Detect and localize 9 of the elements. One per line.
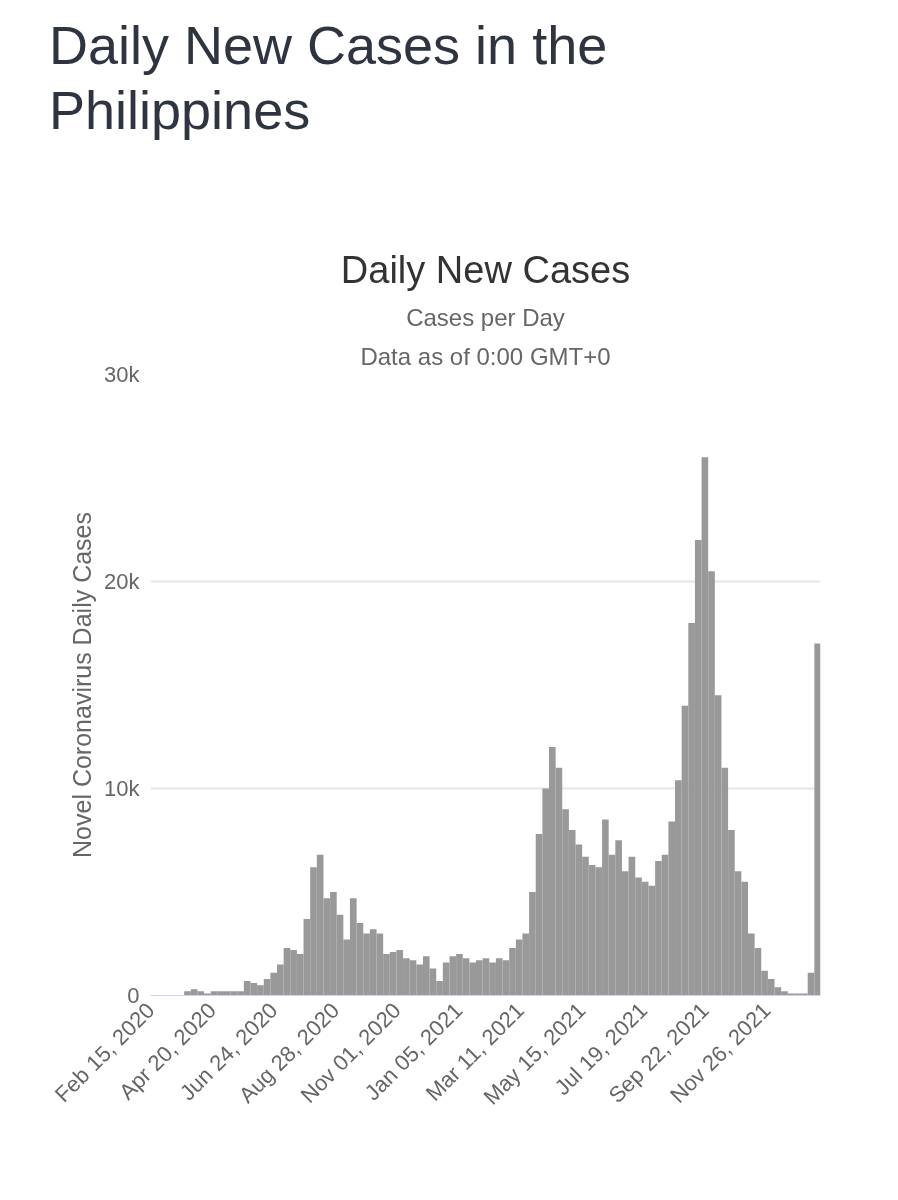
y-tick-label: 10k <box>104 776 141 801</box>
y-tick-label: 30k <box>104 362 141 387</box>
y-tick-label: 0 <box>127 983 140 1008</box>
chart-subtitle: Daily New Cases <box>340 248 631 291</box>
text: Data as of 0:00 GMT+0 <box>360 342 611 370</box>
chart-title: Daily New Cases in the Philippines <box>49 14 609 142</box>
y-tick-label: 20k <box>104 569 141 594</box>
text: Cases per Day <box>406 303 565 331</box>
y-axis-title: Novel Coronavirus Daily Cases <box>68 512 97 858</box>
